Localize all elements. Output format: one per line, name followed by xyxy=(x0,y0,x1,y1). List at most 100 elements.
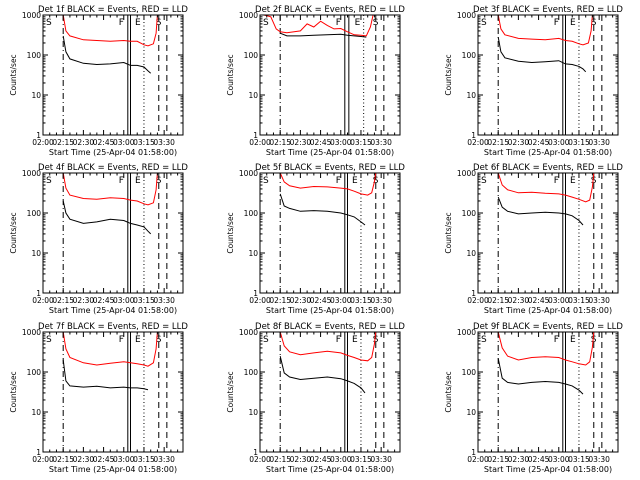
y-tick-label: 100 xyxy=(27,368,42,377)
x-tick-label: 02:15 xyxy=(487,138,509,147)
detector-panel: Det 2f BLACK = Events, RED = LLD S F E S 1 10 1… xyxy=(226,5,405,157)
y-tick-label: 1000 xyxy=(22,328,41,337)
x-tick-label: 02:45 xyxy=(528,138,550,147)
lld-series-line xyxy=(497,331,595,366)
events-series-line xyxy=(279,355,366,394)
y-tick-label: 100 xyxy=(244,368,259,377)
y-axis-label: Counts/sec xyxy=(9,54,18,95)
detector-panel: Det 7f BLACK = Events, RED = LLD S F E S 1 10 1… xyxy=(9,322,188,474)
marker-label-s: S xyxy=(591,335,597,345)
x-tick-label: 02:45 xyxy=(528,296,550,305)
x-tick-label: 02:45 xyxy=(310,455,332,464)
x-tick-label: 02:15 xyxy=(487,455,509,464)
panel-title: Det 4f BLACK = Events, RED = LLD xyxy=(38,163,188,173)
x-tick-label: 02:45 xyxy=(93,455,115,464)
x-tick-label: 02:00 xyxy=(249,138,271,147)
y-axis-label: Counts/sec xyxy=(226,54,235,95)
plot-frame xyxy=(42,331,184,453)
x-tick-label: 02:30 xyxy=(73,138,95,147)
x-tick-label: 02:45 xyxy=(528,455,550,464)
x-tick-label: 03:30 xyxy=(370,455,392,464)
marker-label-e: E xyxy=(135,176,141,186)
detector-panel: Det 6f BLACK = Events, RED = LLD S F E S 1 10 1… xyxy=(444,163,623,315)
marker-label-f: F xyxy=(119,18,124,28)
x-tick-label: 02:30 xyxy=(508,296,530,305)
x-tick-label: 02:00 xyxy=(32,455,54,464)
events-series-line xyxy=(280,32,367,38)
marker-label-s: S xyxy=(481,335,487,345)
x-tick-label: 02:15 xyxy=(269,138,291,147)
x-tick-label: 03:30 xyxy=(588,296,610,305)
marker-label-e: E xyxy=(570,176,576,186)
detector-panel: Det 8f BLACK = Events, RED = LLD S F E S 1 10 1… xyxy=(226,322,405,474)
y-tick-label: 10 xyxy=(466,408,476,417)
x-tick-label: 02:00 xyxy=(32,138,54,147)
marker-label-e: E xyxy=(135,18,141,28)
x-tick-label: 02:30 xyxy=(290,455,312,464)
x-tick-label: 02:15 xyxy=(487,296,509,305)
panel-title: Det 2f BLACK = Events, RED = LLD xyxy=(255,5,405,15)
y-tick-label: 1 xyxy=(471,131,476,140)
x-tick-label: 03:00 xyxy=(113,138,135,147)
marker-label-f: F xyxy=(119,335,124,345)
y-tick-label: 100 xyxy=(244,51,259,60)
x-tick-label: 02:30 xyxy=(73,455,95,464)
y-tick-label: 10 xyxy=(466,91,476,100)
plot-frame xyxy=(42,14,184,136)
lld-series-line xyxy=(497,14,593,46)
events-series-line xyxy=(497,358,584,395)
events-series-line xyxy=(279,193,366,226)
y-tick-label: 10 xyxy=(248,408,258,417)
panel-title: Det 8f BLACK = Events, RED = LLD xyxy=(255,322,405,332)
x-tick-label: 03:00 xyxy=(330,296,352,305)
plot-frame xyxy=(259,14,401,136)
y-tick-label: 10 xyxy=(248,91,258,100)
y-tick-label: 1000 xyxy=(239,328,258,337)
x-tick-label: 02:30 xyxy=(508,138,530,147)
marker-label-s: S xyxy=(263,335,269,345)
x-axis-label: Start Time (25-Apr-04 01:58:00) xyxy=(484,306,612,315)
y-tick-label: 10 xyxy=(248,249,258,258)
detector-panel: Det 1f BLACK = Events, RED = LLD S F E S 1 10 1… xyxy=(9,5,188,157)
events-series-line xyxy=(62,35,152,74)
x-tick-label: 02:15 xyxy=(52,455,74,464)
y-axis-label: Counts/sec xyxy=(9,371,18,412)
x-tick-label: 02:30 xyxy=(508,455,530,464)
y-tick-label: 1000 xyxy=(239,169,258,178)
marker-label-s: S xyxy=(373,18,379,28)
panel-title: Det 9f BLACK = Events, RED = LLD xyxy=(473,322,623,332)
x-tick-label: 02:30 xyxy=(290,296,312,305)
x-tick-label: 03:30 xyxy=(370,138,392,147)
y-tick-label: 10 xyxy=(466,249,476,258)
x-tick-label: 03:15 xyxy=(133,296,155,305)
y-tick-label: 100 xyxy=(27,51,42,60)
x-axis-label: Start Time (25-Apr-04 01:58:00) xyxy=(484,148,612,157)
marker-label-f: F xyxy=(336,176,341,186)
marker-label-e: E xyxy=(135,335,141,345)
marker-label-e: E xyxy=(352,335,358,345)
x-tick-label: 03:15 xyxy=(133,455,155,464)
detector-panel: Det 3f BLACK = Events, RED = LLD S F E S 1 10 1… xyxy=(444,5,623,157)
y-tick-label: 1000 xyxy=(457,11,476,20)
x-tick-label: 03:30 xyxy=(153,455,175,464)
y-axis-label: Counts/sec xyxy=(444,54,453,95)
y-axis-label: Counts/sec xyxy=(226,212,235,253)
marker-label-s: S xyxy=(591,176,597,186)
marker-label-e: E xyxy=(352,176,358,186)
x-tick-label: 03:15 xyxy=(350,455,372,464)
y-tick-label: 1 xyxy=(253,289,258,298)
x-tick-label: 03:00 xyxy=(548,138,570,147)
plot-frame xyxy=(259,172,401,294)
x-tick-label: 03:15 xyxy=(568,296,590,305)
y-tick-label: 1 xyxy=(36,131,41,140)
lld-series-line xyxy=(263,14,374,37)
y-tick-label: 1 xyxy=(36,448,41,457)
plot-frame xyxy=(477,172,619,294)
marker-label-f: F xyxy=(554,176,559,186)
y-tick-label: 1 xyxy=(471,448,476,457)
y-tick-label: 1000 xyxy=(22,11,41,20)
marker-label-s: S xyxy=(481,18,487,28)
x-tick-label: 03:15 xyxy=(568,455,590,464)
marker-label-s: S xyxy=(156,18,162,28)
marker-label-s: S xyxy=(156,176,162,186)
